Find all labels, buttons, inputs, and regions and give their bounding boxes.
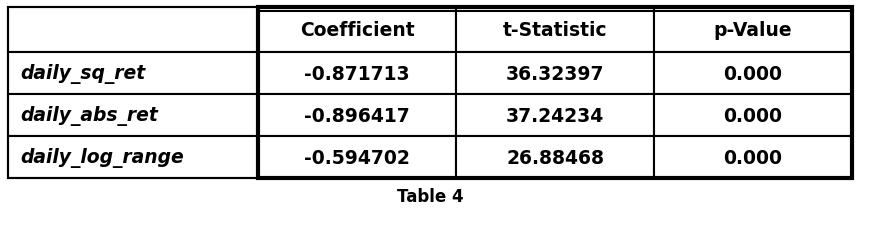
Bar <box>654 8 852 53</box>
Bar <box>8 8 258 178</box>
Text: daily_sq_ret: daily_sq_ret <box>20 64 146 84</box>
Bar <box>258 53 456 95</box>
Text: 0.000: 0.000 <box>723 64 782 83</box>
Text: 0.000: 0.000 <box>723 148 782 167</box>
Bar <box>258 136 456 178</box>
Text: -0.896417: -0.896417 <box>305 106 410 125</box>
Bar <box>654 53 852 95</box>
Text: 37.24234: 37.24234 <box>505 106 605 125</box>
Bar <box>456 8 654 53</box>
Text: 26.88468: 26.88468 <box>506 148 604 167</box>
Bar <box>8 53 258 95</box>
Bar <box>8 136 258 178</box>
Bar <box>456 53 654 95</box>
Text: 36.32397: 36.32397 <box>505 64 605 83</box>
Bar <box>654 136 852 178</box>
Bar <box>258 8 852 178</box>
Text: Table 4: Table 4 <box>396 187 463 205</box>
Text: t-Statistic: t-Statistic <box>503 21 607 40</box>
Bar <box>258 8 456 53</box>
Text: daily_log_range: daily_log_range <box>20 147 184 167</box>
Text: p-Value: p-Value <box>714 21 792 40</box>
Text: -0.594702: -0.594702 <box>304 148 410 167</box>
Bar <box>258 95 456 136</box>
Bar <box>8 8 258 53</box>
Text: Coefficient: Coefficient <box>300 21 414 40</box>
Bar <box>456 136 654 178</box>
Text: -0.871713: -0.871713 <box>305 64 410 83</box>
Bar <box>654 95 852 136</box>
Text: daily_abs_ret: daily_abs_ret <box>20 106 158 125</box>
Bar <box>8 95 258 136</box>
Text: 0.000: 0.000 <box>723 106 782 125</box>
Bar <box>456 95 654 136</box>
